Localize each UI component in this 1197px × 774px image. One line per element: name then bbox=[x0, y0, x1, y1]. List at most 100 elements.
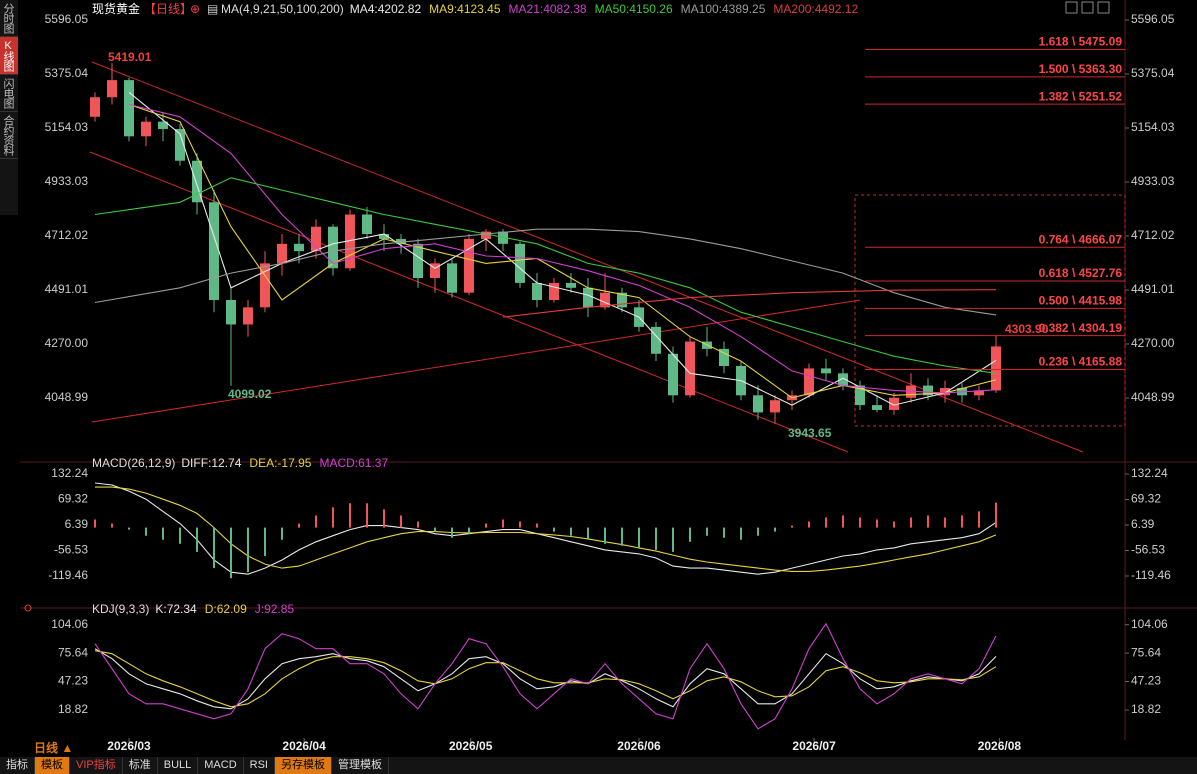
toolbar-tab[interactable]: VIP指标 bbox=[70, 757, 123, 774]
y-tick-label: 5596.05 bbox=[1131, 12, 1175, 26]
y-tick-label: 4933.03 bbox=[1131, 174, 1175, 188]
toolbar-tab[interactable]: 模板 bbox=[35, 757, 70, 774]
y-tick-label-left: 4270.00 bbox=[45, 336, 89, 350]
price-annotation: 5419.01 bbox=[108, 50, 152, 64]
candle-body bbox=[991, 346, 1001, 391]
candle-body bbox=[345, 214, 355, 269]
y-tick-label: 4270.00 bbox=[1131, 336, 1175, 350]
sidebar-tab[interactable]: K线图 bbox=[0, 37, 18, 75]
candle-body bbox=[158, 121, 168, 129]
legend-text: MACD:61.37 bbox=[319, 456, 388, 470]
icon[interactable] bbox=[1081, 1, 1094, 14]
candle-body bbox=[838, 373, 848, 386]
fib-label: 0.236 \ 4165.88 bbox=[1039, 355, 1123, 369]
candle-body bbox=[855, 385, 865, 406]
candle-body bbox=[192, 160, 202, 203]
candle-body bbox=[617, 292, 627, 308]
fib-label: 1.382 \ 5251.52 bbox=[1039, 89, 1123, 103]
y-tick-label-left: 47.23 bbox=[58, 674, 88, 688]
period-label[interactable]: 日线 ▲ bbox=[34, 740, 73, 755]
y-tick-label: 4048.99 bbox=[1131, 390, 1175, 404]
y-tick-label-left: 4048.99 bbox=[45, 390, 89, 404]
y-tick-label-left: 69.32 bbox=[58, 492, 88, 506]
x-tick-label: 2026/08 bbox=[978, 739, 1022, 753]
toolbar-tab[interactable]: 指标 bbox=[0, 757, 35, 774]
candle-body bbox=[328, 226, 338, 269]
fib-label: 0.764 \ 4666.07 bbox=[1039, 232, 1123, 246]
toolbar-tab[interactable]: BULL bbox=[158, 757, 199, 774]
ma-line bbox=[94, 177, 997, 374]
toolbar-tab[interactable]: 管理模板 bbox=[332, 757, 389, 774]
toolbar-tab[interactable]: RSI bbox=[244, 757, 275, 774]
candle-body bbox=[379, 234, 389, 239]
candle-body bbox=[668, 353, 678, 396]
candle-body bbox=[226, 300, 236, 325]
candle-body bbox=[821, 368, 831, 374]
fib-box bbox=[854, 194, 1126, 427]
x-tick-label: 2026/04 bbox=[282, 739, 326, 753]
y-tick-label: 5154.03 bbox=[1131, 120, 1175, 134]
y-tick-label: 4712.02 bbox=[1131, 228, 1175, 242]
ma-line bbox=[128, 91, 997, 406]
y-tick-label: 47.23 bbox=[1131, 674, 1161, 688]
candle-body bbox=[651, 326, 661, 354]
trend-line bbox=[89, 151, 849, 453]
y-tick-label-left: 4491.01 bbox=[45, 282, 89, 296]
candle-body bbox=[549, 282, 559, 301]
legend-text: D:62.09 bbox=[205, 602, 247, 616]
price-annotation: 3943.65 bbox=[788, 426, 832, 440]
legend-text: MA200:4492.12 bbox=[773, 2, 858, 16]
legend-text: MA4:4202.82 bbox=[350, 2, 422, 16]
candle-body bbox=[260, 263, 270, 308]
legend-text: K:72.34 bbox=[155, 602, 197, 616]
legend-text: KDJ(9,3,3) bbox=[92, 602, 149, 616]
x-tick-label: 2026/05 bbox=[449, 739, 493, 753]
y-tick-label: -56.53 bbox=[1131, 543, 1165, 557]
sidebar-tab[interactable]: 合约资料 bbox=[0, 112, 18, 159]
fib-label: 0.500 \ 4415.98 bbox=[1039, 294, 1123, 308]
toolbar-tab[interactable]: 另存模板 bbox=[275, 757, 332, 774]
toolbar-tab[interactable]: 标准 bbox=[123, 757, 158, 774]
legend-text: MA(4,9,21,50,100,200) bbox=[221, 2, 344, 16]
price-annotation: 4099.02 bbox=[228, 387, 272, 401]
fib-label: 0.618 \ 4527.76 bbox=[1039, 266, 1123, 280]
trend-line bbox=[91, 61, 1084, 453]
candle-body bbox=[209, 202, 219, 301]
settings-icon[interactable]: ▤ bbox=[207, 2, 218, 16]
candle-body bbox=[872, 405, 882, 410]
ma-line bbox=[502, 289, 997, 318]
add-icon[interactable]: ⊕ bbox=[190, 2, 200, 16]
price-annotation: 4303.90 bbox=[1005, 322, 1049, 336]
indicator-line bbox=[95, 486, 997, 572]
y-tick-label-left: 5375.04 bbox=[45, 66, 89, 80]
y-tick-label: 132.24 bbox=[1131, 466, 1168, 480]
candle-body bbox=[481, 231, 491, 239]
candle-body bbox=[583, 287, 593, 308]
icon[interactable] bbox=[1065, 1, 1078, 14]
y-tick-label: 6.39 bbox=[1131, 517, 1155, 531]
candle-body bbox=[362, 214, 372, 235]
icon[interactable] bbox=[1097, 1, 1110, 14]
candle-body bbox=[447, 263, 457, 293]
y-tick-label-left: 4712.02 bbox=[45, 228, 89, 242]
legend-text: DIFF:12.74 bbox=[181, 456, 241, 470]
candle-body bbox=[277, 243, 287, 264]
x-tick-label: 2026/03 bbox=[107, 739, 151, 753]
fib-label: 1.500 \ 5363.30 bbox=[1039, 62, 1123, 76]
indicator-line bbox=[94, 622, 997, 730]
candle-body bbox=[889, 397, 899, 410]
legend-text: J:92.85 bbox=[255, 602, 295, 616]
candle-body bbox=[804, 368, 814, 396]
fib-label: 1.618 \ 5475.09 bbox=[1039, 35, 1123, 49]
candle-body bbox=[107, 80, 117, 98]
legend-text: 【日线】 bbox=[144, 2, 192, 16]
ma-line bbox=[128, 103, 997, 394]
sidebar-tab[interactable]: 闪电图 bbox=[0, 75, 18, 112]
toolbar-tab[interactable]: MACD bbox=[198, 757, 244, 774]
y-tick-label-left: 18.82 bbox=[58, 702, 88, 716]
fib-label: 0.382 \ 4304.19 bbox=[1039, 321, 1123, 335]
sidebar-tab[interactable]: 分时图 bbox=[0, 0, 18, 37]
y-tick-label: -119.46 bbox=[1131, 568, 1171, 582]
toolbar: 指标 模板 VIP指标 标准 BULL MACD RSI 另存模板 管理模板 bbox=[0, 757, 1197, 774]
